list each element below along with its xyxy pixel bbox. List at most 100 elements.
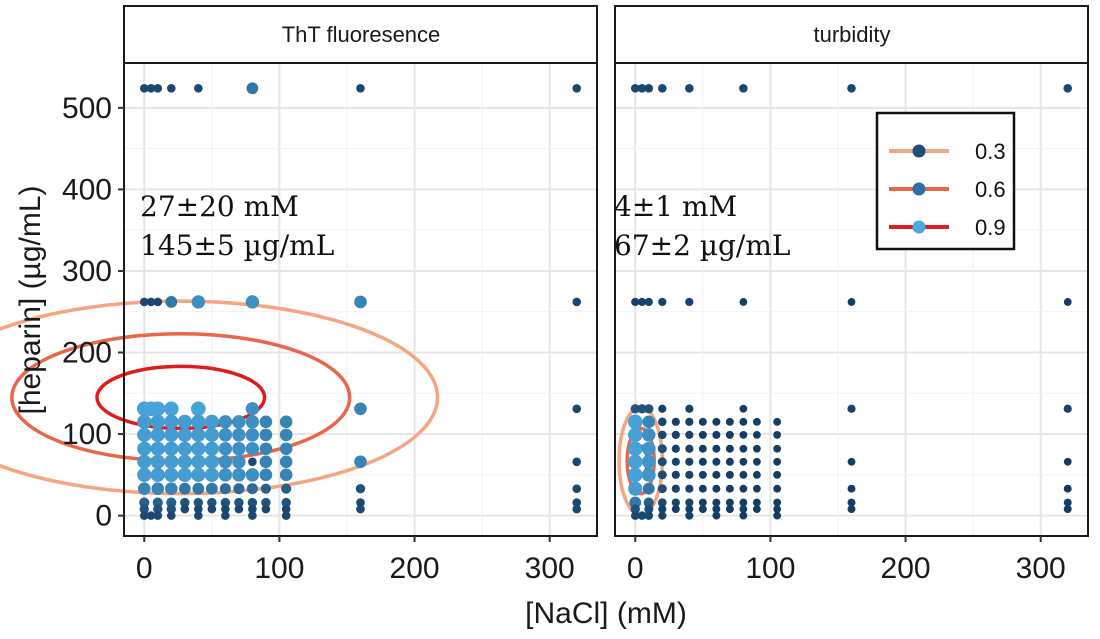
- data-point: [643, 497, 654, 508]
- data-point: [725, 470, 734, 479]
- data-point: [259, 428, 273, 442]
- points-turbidity: [627, 83, 1073, 520]
- data-point: [137, 454, 152, 469]
- data-point: [658, 297, 667, 307]
- legend-label-0-6: 0.6: [975, 177, 1006, 202]
- data-point: [164, 454, 179, 469]
- data-point: [1063, 498, 1072, 507]
- data-point: [773, 484, 782, 493]
- data-point: [191, 441, 206, 456]
- data-point: [657, 457, 667, 467]
- data-point: [685, 444, 694, 453]
- data-point: [1063, 298, 1072, 306]
- data-point: [139, 497, 150, 508]
- data-point: [698, 470, 707, 479]
- data-point: [572, 404, 582, 414]
- data-point: [753, 457, 761, 466]
- data-point: [671, 484, 680, 493]
- data-point: [221, 504, 230, 514]
- data-point: [847, 83, 856, 93]
- data-point: [685, 470, 694, 479]
- data-point: [712, 457, 721, 466]
- data-point: [739, 404, 748, 413]
- data-point: [773, 417, 782, 426]
- data-point: [261, 497, 271, 508]
- data-point: [177, 414, 192, 429]
- data-point: [739, 83, 748, 93]
- data-point: [152, 497, 163, 508]
- data-point: [220, 497, 231, 508]
- data-point: [739, 417, 748, 426]
- data-point: [137, 414, 152, 429]
- data-point: [712, 505, 721, 514]
- data-point: [712, 470, 721, 479]
- data-point: [671, 457, 680, 466]
- data-point: [204, 427, 219, 442]
- data-point: [685, 417, 694, 426]
- data-point: [150, 427, 165, 442]
- data-point: [739, 457, 748, 466]
- y-tick-label: 200: [62, 337, 112, 370]
- data-point: [137, 467, 152, 482]
- x-tick-label: 100: [254, 552, 304, 585]
- data-point: [245, 442, 260, 456]
- panel-turbidity: turbidity 4±1 mM 67±2 µg/mL: [614, 5, 1089, 537]
- data-point: [218, 442, 233, 456]
- data-point: [658, 404, 667, 413]
- data-point: [259, 455, 273, 469]
- data-point: [354, 295, 367, 309]
- legend-label-0-3: 0.3: [975, 139, 1006, 164]
- data-point: [698, 484, 707, 493]
- data-point: [234, 497, 244, 508]
- data-point: [572, 498, 582, 507]
- data-point: [218, 428, 233, 442]
- data-point: [671, 430, 680, 439]
- data-point: [644, 511, 654, 520]
- data-point: [658, 83, 667, 93]
- data-point: [356, 504, 365, 514]
- data-point: [137, 441, 152, 456]
- data-point: [191, 427, 206, 442]
- legend: 0.3 0.6 0.9: [875, 111, 1016, 251]
- data-point: [354, 455, 367, 469]
- data-point: [139, 511, 149, 520]
- data-point: [627, 454, 643, 470]
- data-point: [725, 417, 734, 426]
- legend-point-0-3: [912, 144, 926, 158]
- data-point: [685, 430, 694, 439]
- legend-items: 0.3 0.6 0.9: [889, 139, 1006, 240]
- data-point: [232, 455, 246, 469]
- data-point: [221, 511, 230, 520]
- data-point: [658, 430, 667, 440]
- data-point: [192, 482, 205, 495]
- y-tick-label: 300: [62, 255, 112, 288]
- data-point: [725, 498, 734, 507]
- x-tick-label: 200: [881, 552, 931, 585]
- data-point: [281, 483, 292, 494]
- data-point: [685, 511, 694, 520]
- data-point: [739, 511, 748, 520]
- data-point: [572, 457, 582, 467]
- data-point: [773, 444, 782, 453]
- data-point: [739, 484, 748, 493]
- data-point: [685, 83, 694, 93]
- data-point: [642, 428, 656, 442]
- data-point: [572, 504, 582, 514]
- y-tick-label: 400: [62, 173, 112, 206]
- strip-label-tht: ThT fluoresence: [282, 22, 441, 47]
- legend-point-0-9: [912, 220, 926, 234]
- contour-line-0-3: [0, 299, 440, 496]
- data-point: [248, 511, 257, 520]
- data-point: [245, 428, 260, 442]
- data-point: [204, 467, 219, 482]
- data-point: [630, 404, 640, 414]
- data-point: [1063, 505, 1072, 514]
- data-point: [773, 457, 782, 466]
- data-point: [685, 498, 694, 507]
- data-point: [260, 483, 271, 494]
- data-point: [167, 511, 176, 520]
- x-tick-label: 0: [136, 552, 153, 585]
- data-point: [685, 484, 694, 493]
- legend-point-0-6: [912, 182, 926, 196]
- data-point: [150, 441, 165, 456]
